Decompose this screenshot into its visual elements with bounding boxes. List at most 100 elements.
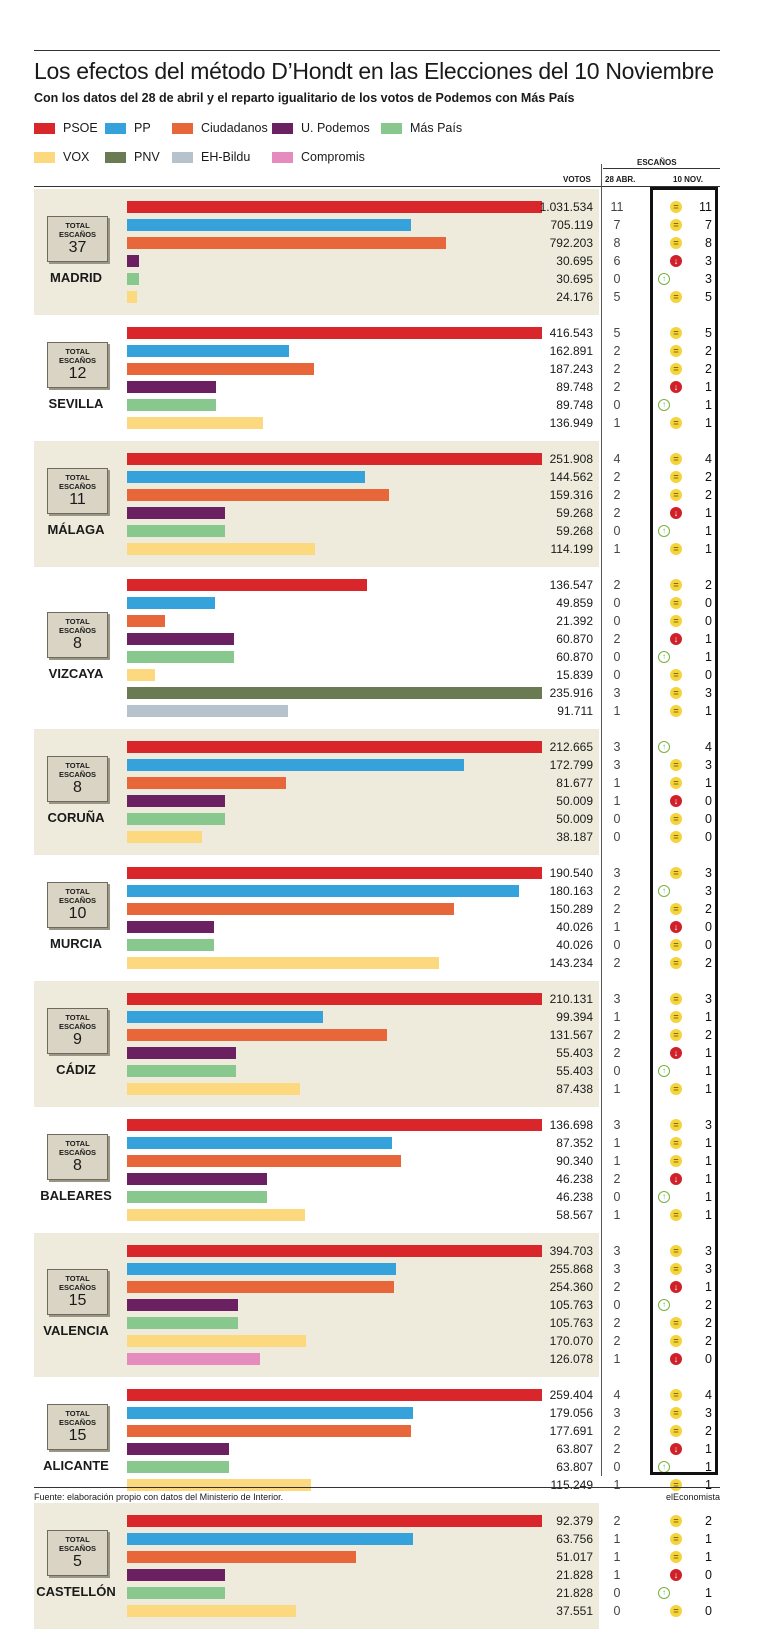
seats-abr: 2	[613, 902, 621, 916]
legend-swatch	[172, 122, 193, 134]
vote-bar	[127, 471, 366, 483]
vote-bar	[127, 1011, 324, 1023]
seats-abr: 6	[613, 254, 621, 268]
seats-abr: 0	[613, 524, 621, 538]
total-seats-badge: TOTAL ESCAÑOS 5	[47, 1530, 108, 1576]
province-name: VIZCAYA	[48, 666, 104, 681]
vote-bar	[127, 903, 455, 915]
seats-abr: 1	[613, 1154, 621, 1168]
equal-icon: =	[670, 1479, 682, 1491]
seats-nov: 0	[705, 596, 712, 610]
legend-label: PNV	[134, 150, 160, 164]
badge-escanos-label: ESCAÑOS	[58, 356, 97, 365]
seats-abr: 0	[613, 650, 621, 664]
badge-total-value: 37	[68, 239, 87, 256]
votes-label: 89.748	[556, 398, 593, 412]
legend-swatch	[34, 122, 55, 134]
equal-icon: =	[670, 939, 682, 951]
votes-label: 131.567	[549, 1028, 593, 1042]
equal-icon: =	[670, 1533, 682, 1545]
badge-escanos-label: ESCAÑOS	[58, 1022, 97, 1031]
seats-abr: 1	[613, 1568, 621, 1582]
seats-abr: 1	[613, 776, 621, 790]
badge-total-label: TOTAL	[65, 1409, 90, 1418]
seats-abr: 3	[613, 1118, 621, 1132]
arrow-down-icon: ↓	[670, 1281, 682, 1293]
seats-nov: 4	[705, 1388, 712, 1402]
seats-abr: 0	[613, 398, 621, 412]
legend-item-eh-bildu: EH-Bildu	[172, 150, 250, 164]
seats-abr: 1	[613, 704, 621, 718]
votes-label: 177.691	[549, 1424, 593, 1438]
seats-nov: 1	[705, 650, 712, 664]
vote-bar	[127, 1065, 237, 1077]
seats-nov: 1	[705, 1442, 712, 1456]
seats-abr: 5	[613, 326, 621, 340]
votes-label: 55.403	[556, 1064, 593, 1078]
vote-bar	[127, 489, 390, 501]
votes-label: 162.891	[549, 344, 593, 358]
badge-total-label: TOTAL	[65, 887, 90, 896]
arrow-down-icon: ↓	[670, 1047, 682, 1059]
vote-bar	[127, 543, 316, 555]
legend-item-u-podemos: U. Podemos	[272, 121, 370, 135]
vote-bar	[127, 615, 165, 627]
vote-bar	[127, 219, 411, 231]
seats-nov: 1	[705, 1172, 712, 1186]
vote-bar	[127, 957, 439, 969]
badge-total-label: TOTAL	[65, 1535, 90, 1544]
badge-escanos-label: ESCAÑOS	[58, 1418, 97, 1427]
seats-abr: 2	[613, 1028, 621, 1042]
seats-nov: 2	[705, 470, 712, 484]
vote-bar	[127, 939, 215, 951]
vote-bar	[127, 867, 542, 879]
equal-icon: =	[670, 471, 682, 483]
seats-nov: 1	[705, 542, 712, 556]
legend-item-ciudadanos: Ciudadanos	[172, 121, 268, 135]
seats-abr: 1	[613, 1136, 621, 1150]
vote-bar	[127, 813, 225, 825]
votes-label: 87.438	[556, 1082, 593, 1096]
province-name: SEVILLA	[48, 396, 104, 411]
votes-label: 136.698	[549, 1118, 593, 1132]
equal-icon: =	[670, 705, 682, 717]
votes-label: 179.056	[549, 1406, 593, 1420]
seats-abr: 1	[613, 1010, 621, 1024]
seats-abr: 0	[613, 1586, 621, 1600]
vote-bar	[127, 1083, 300, 1095]
seats-abr: 2	[613, 632, 621, 646]
top-rule	[34, 50, 720, 51]
votes-label: 792.203	[549, 236, 593, 250]
abr-header: 28 ABR.	[605, 175, 636, 184]
votes-label: 89.748	[556, 380, 593, 394]
badge-escanos-label: ESCAÑOS	[58, 1148, 97, 1157]
seats-nov: 1	[705, 398, 712, 412]
seats-abr: 1	[613, 1532, 621, 1546]
vote-bar	[127, 273, 140, 285]
vote-bar	[127, 885, 520, 897]
vote-bar	[127, 291, 137, 303]
total-seats-badge: TOTAL ESCAÑOS 8	[47, 612, 108, 658]
arrow-up-icon: ↑	[658, 651, 670, 663]
legend-item-psoe: PSOE	[34, 121, 98, 135]
votes-label: 21.828	[556, 1568, 593, 1582]
nov-column-box	[650, 187, 718, 1475]
seats-nov: 2	[705, 1424, 712, 1438]
equal-icon: =	[670, 417, 682, 429]
seats-nov: 3	[705, 272, 712, 286]
badge-total-label: TOTAL	[65, 1274, 90, 1283]
votes-label: 60.870	[556, 650, 593, 664]
seats-abr: 2	[613, 1334, 621, 1348]
brand-credit: elEconomista	[665, 1492, 720, 1502]
legend-label: Ciudadanos	[201, 121, 268, 135]
votes-label: 150.289	[549, 902, 593, 916]
seats-nov: 1	[705, 506, 712, 520]
equal-icon: =	[670, 201, 682, 213]
votes-label: 170.070	[549, 1334, 593, 1348]
seats-nov: 0	[705, 794, 712, 808]
votes-label: 180.163	[549, 884, 593, 898]
badge-total-label: TOTAL	[65, 617, 90, 626]
vote-bar	[127, 1461, 230, 1473]
seats-nov: 3	[705, 992, 712, 1006]
seats-abr: 1	[613, 1478, 621, 1492]
